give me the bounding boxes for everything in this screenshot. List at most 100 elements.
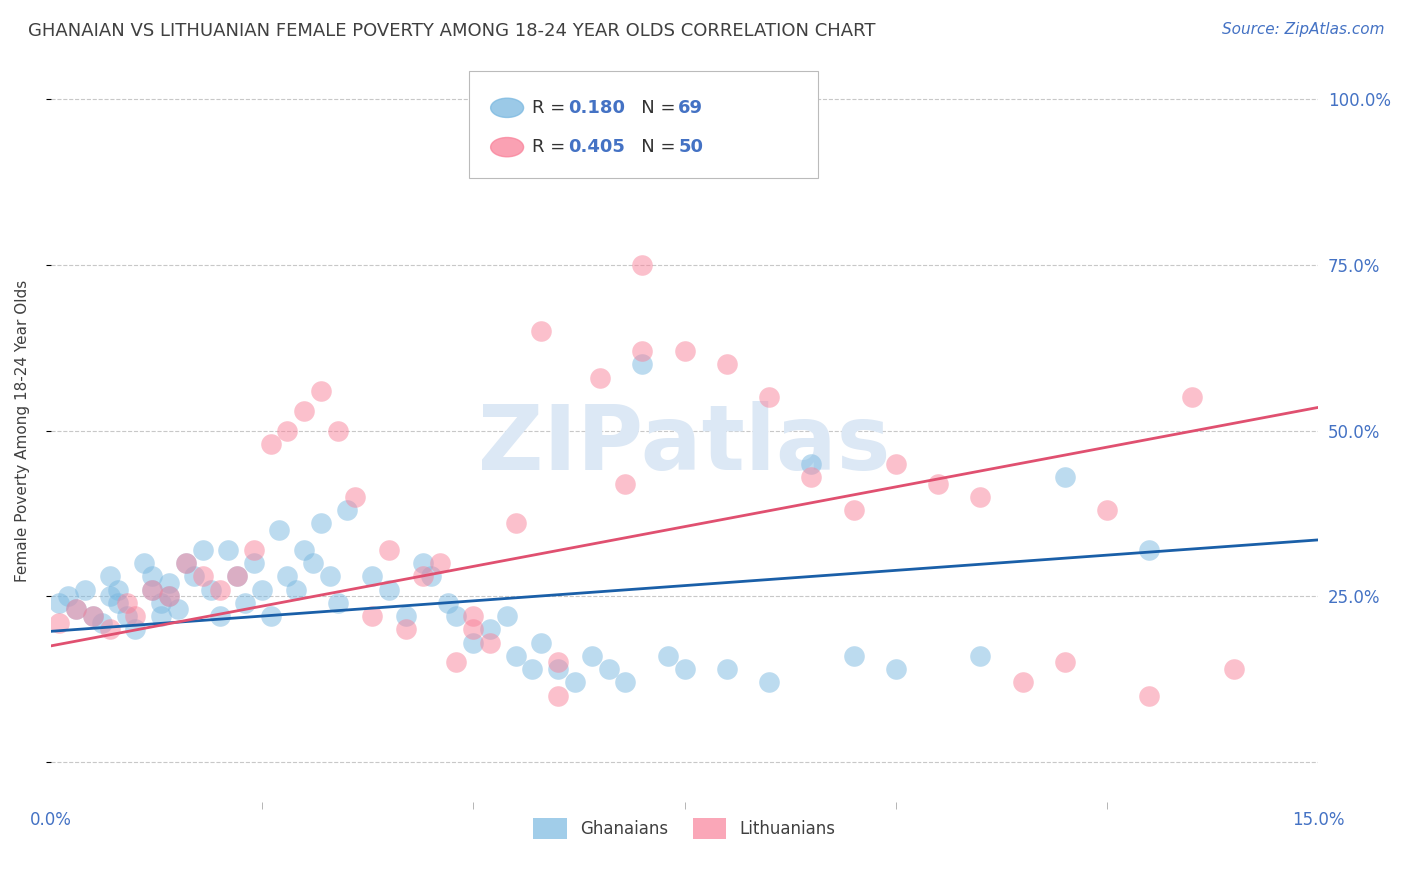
Point: [48, 596, 70, 610]
Text: N =: N =: [624, 99, 681, 117]
Point: [412, 569, 434, 583]
Point: [301, 556, 323, 570]
Point: [1053, 656, 1076, 670]
Point: [429, 556, 451, 570]
Point: [496, 609, 519, 624]
Point: [361, 609, 384, 624]
Point: [631, 258, 654, 272]
Point: [463, 623, 485, 637]
Point: [174, 556, 197, 570]
Point: [673, 662, 696, 676]
Point: [716, 662, 738, 676]
Point: [969, 490, 991, 504]
FancyBboxPatch shape: [470, 70, 818, 178]
Point: [530, 324, 553, 338]
Y-axis label: Female Poverty Among 18-24 Year Olds: Female Poverty Among 18-24 Year Olds: [15, 279, 30, 582]
Point: [884, 457, 907, 471]
Point: [124, 623, 146, 637]
Point: [82, 609, 104, 624]
Circle shape: [491, 137, 523, 157]
Point: [1053, 470, 1076, 484]
Point: [564, 675, 586, 690]
Point: [200, 582, 222, 597]
Point: [437, 596, 460, 610]
Point: [1095, 503, 1118, 517]
Text: R =: R =: [533, 99, 571, 117]
Point: [326, 424, 349, 438]
Point: [132, 556, 155, 570]
Point: [657, 648, 679, 663]
Text: Source: ZipAtlas.com: Source: ZipAtlas.com: [1222, 22, 1385, 37]
Point: [259, 437, 281, 451]
Point: [208, 582, 231, 597]
Point: [225, 569, 247, 583]
Point: [716, 357, 738, 371]
Point: [614, 476, 637, 491]
Point: [1137, 689, 1160, 703]
Point: [589, 370, 612, 384]
Point: [378, 542, 401, 557]
Point: [183, 569, 205, 583]
Point: [800, 470, 823, 484]
Point: [149, 596, 172, 610]
Point: [479, 623, 502, 637]
Point: [505, 648, 527, 663]
Point: [73, 582, 96, 597]
Point: [361, 569, 384, 583]
Point: [598, 662, 620, 676]
Point: [174, 556, 197, 570]
Point: [166, 602, 188, 616]
Point: [344, 490, 367, 504]
Point: [98, 623, 121, 637]
Text: N =: N =: [624, 138, 681, 156]
Point: [631, 357, 654, 371]
Text: 50: 50: [678, 138, 703, 156]
Point: [267, 523, 290, 537]
Text: GHANAIAN VS LITHUANIAN FEMALE POVERTY AMONG 18-24 YEAR OLDS CORRELATION CHART: GHANAIAN VS LITHUANIAN FEMALE POVERTY AM…: [28, 22, 876, 40]
Point: [141, 582, 163, 597]
Point: [149, 609, 172, 624]
Point: [842, 503, 865, 517]
Point: [420, 569, 443, 583]
Point: [522, 662, 544, 676]
Point: [395, 609, 418, 624]
Point: [259, 609, 281, 624]
Text: 69: 69: [678, 99, 703, 117]
Point: [1180, 391, 1202, 405]
Point: [581, 648, 603, 663]
Point: [107, 596, 129, 610]
Point: [276, 424, 298, 438]
Point: [463, 609, 485, 624]
Point: [284, 582, 307, 597]
Point: [141, 582, 163, 597]
Point: [309, 384, 332, 398]
Point: [547, 656, 569, 670]
Point: [292, 403, 315, 417]
Point: [98, 589, 121, 603]
Point: [233, 596, 256, 610]
Point: [1137, 542, 1160, 557]
Point: [242, 542, 264, 557]
Point: [530, 635, 553, 649]
Point: [115, 609, 138, 624]
Text: ZIPatlas: ZIPatlas: [478, 401, 891, 490]
Point: [157, 589, 180, 603]
Point: [631, 344, 654, 359]
Text: 0.180: 0.180: [568, 99, 624, 117]
Point: [547, 662, 569, 676]
Point: [318, 569, 340, 583]
Point: [479, 635, 502, 649]
Point: [884, 662, 907, 676]
Point: [378, 582, 401, 597]
Point: [412, 556, 434, 570]
Point: [65, 602, 87, 616]
Point: [673, 344, 696, 359]
Point: [927, 476, 949, 491]
Point: [446, 656, 468, 670]
Point: [758, 675, 780, 690]
Point: [1223, 662, 1246, 676]
Circle shape: [491, 98, 523, 118]
Point: [505, 516, 527, 531]
Point: [191, 542, 214, 557]
Point: [225, 569, 247, 583]
